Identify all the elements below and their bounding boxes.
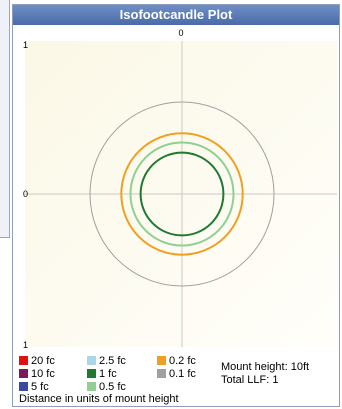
tick-label-top: 0 xyxy=(178,28,183,38)
legend-label: 10 fc xyxy=(31,368,55,380)
legend-label: 0.1 fc xyxy=(169,368,196,380)
contour-0-5-fc xyxy=(129,141,235,247)
tick-label-left-top: 1 xyxy=(23,40,28,50)
contour-group xyxy=(89,101,275,287)
tick-label-left-middle: 0 xyxy=(23,189,28,199)
legend-swatch xyxy=(19,356,28,365)
distance-note: Distance in units of mount height xyxy=(19,393,179,405)
total-llf-label: Total LLF: 1 xyxy=(221,374,279,386)
legend-swatch xyxy=(87,356,96,365)
legend-swatch xyxy=(157,356,166,365)
contour-0-2-fc xyxy=(120,132,244,256)
contour-0-1-fc xyxy=(89,101,275,287)
legend-item: 0.5 fc xyxy=(87,381,126,394)
mount-height-label: Mount height: 10ft xyxy=(221,361,310,373)
legend-swatch xyxy=(87,369,96,378)
legend-label: 0.5 fc xyxy=(99,381,126,393)
legend-swatch xyxy=(87,382,96,391)
legend-item: 20 fc xyxy=(19,355,55,368)
legend-item: 5 fc xyxy=(19,381,49,394)
legend-item: 0.1 fc xyxy=(157,368,196,381)
legend-label: 20 fc xyxy=(31,355,55,367)
legend-swatch xyxy=(19,382,28,391)
legend-swatch xyxy=(19,369,28,378)
legend-item: 10 fc xyxy=(19,368,55,381)
left-side-panel xyxy=(0,0,10,238)
legend-label: 0.2 fc xyxy=(169,355,196,367)
legend-item: 1 fc xyxy=(87,368,117,381)
legend-item: 0.2 fc xyxy=(157,355,196,368)
legend-label: 2.5 fc xyxy=(99,355,126,367)
legend-label: 1 fc xyxy=(99,368,117,380)
legend-swatch xyxy=(157,369,166,378)
tick-label-left-bottom: 1 xyxy=(23,340,28,350)
plot-area: 0 1 0 1 xyxy=(23,28,337,350)
contour-1-fc xyxy=(139,151,225,237)
chart-title: Isofootcandle Plot xyxy=(13,5,339,25)
isofootcandle-plot-panel: Isofootcandle Plot 0 1 0 1 20 fc 10 fc 5 f… xyxy=(12,4,340,407)
legend-item: 2.5 fc xyxy=(87,355,126,368)
legend-label: 5 fc xyxy=(31,381,49,393)
